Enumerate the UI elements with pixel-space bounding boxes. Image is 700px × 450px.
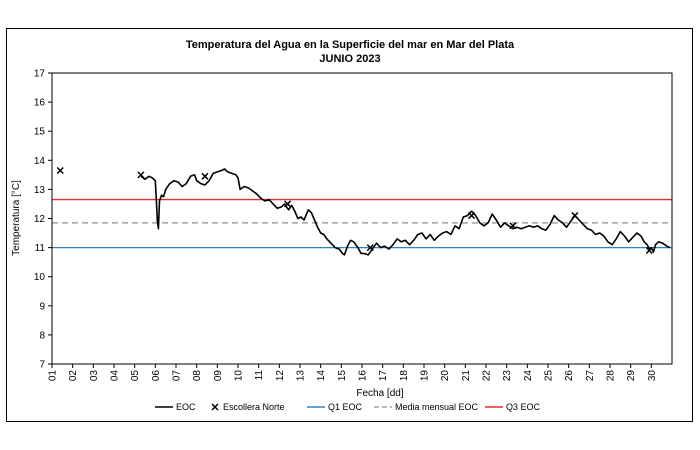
y-tick-label: 15 <box>34 127 46 138</box>
legend-item: Media mensual EOC <box>374 402 479 412</box>
x-tick-label: 03 <box>89 370 100 382</box>
escollera-norte-point <box>137 171 145 179</box>
x-tick-label: 12 <box>275 370 286 382</box>
legend-label: Q3 EOC <box>506 402 541 412</box>
legend-item: Escollera Norte <box>211 402 285 412</box>
y-tick-label: 11 <box>35 243 46 254</box>
x-tick-label: 09 <box>213 370 224 382</box>
y-tick-label: 17 <box>34 69 46 80</box>
x-tick-label: 30 <box>647 370 658 382</box>
x-tick-label: 20 <box>440 370 451 382</box>
legend-item: EOC <box>155 402 196 412</box>
x-tick-label: 25 <box>544 370 555 382</box>
x-tick-label: 13 <box>296 370 307 382</box>
series-line-eoc <box>140 168 671 256</box>
x-tick-label: 06 <box>151 370 162 382</box>
x-tick-label: 07 <box>172 370 183 382</box>
x-tick-label: 19 <box>420 370 431 382</box>
x-tick-label: 04 <box>110 370 121 382</box>
chart-subtitle: JUNIO 2023 <box>319 53 380 65</box>
y-axis-label: Temperatura [°C] <box>11 180 22 256</box>
x-tick-label: 16 <box>358 370 369 382</box>
x-tick-label: 02 <box>68 370 79 382</box>
x-tick-label: 22 <box>482 370 493 382</box>
y-tick-label: 9 <box>39 301 45 312</box>
escollera-norte-point <box>509 222 517 230</box>
escollera-norte-point <box>284 200 292 208</box>
legend-label: EOC <box>176 402 196 412</box>
chart-title: Temperatura del Agua en la Superficie de… <box>186 39 515 51</box>
reference-lines <box>52 198 672 249</box>
y-tick-label: 13 <box>34 185 46 196</box>
x-tick-label: 17 <box>378 370 389 382</box>
marker-layer <box>56 166 653 255</box>
escollera-norte-point <box>645 246 653 255</box>
x-tick-label: 27 <box>585 370 596 382</box>
x-tick-label: 26 <box>564 370 575 382</box>
y-tick-label: 16 <box>34 98 46 109</box>
legend-label: Escollera Norte <box>223 402 285 412</box>
plot-area <box>51 72 673 365</box>
x-tick-label: 18 <box>399 370 410 382</box>
x-tick-label: 08 <box>192 370 203 382</box>
escollera-norte-point <box>366 244 374 252</box>
escollera-norte-point <box>468 212 476 220</box>
x-axis: 01 02 03 04 05 06 07 08 09 10 11 12 13 14 15 16 17 18 19 20… <box>48 364 658 381</box>
y-tick-label: 7 <box>39 360 45 371</box>
x-tick-label: 14 <box>316 370 327 382</box>
legend-item: Q1 EOC <box>307 402 363 412</box>
x-tick-label: 11 <box>254 370 265 381</box>
y-tick-label: 10 <box>34 272 46 283</box>
x-tick-label: 15 <box>337 370 348 382</box>
y-tick-label: 14 <box>34 156 46 167</box>
legend-item: Q3 EOC <box>485 402 541 412</box>
legend-swatch <box>211 403 219 411</box>
legend: EOC Escollera Norte Q1 EOC Media mensual EO… <box>155 402 541 412</box>
y-tick-label: 12 <box>34 214 46 225</box>
escollera-norte-point <box>201 172 209 180</box>
x-tick-label: 24 <box>523 370 534 382</box>
chart-frame <box>6 28 693 422</box>
y-tick-label: 8 <box>39 330 45 341</box>
x-tick-label: 01 <box>48 370 59 382</box>
x-tick-label: 29 <box>626 370 637 382</box>
x-tick-label: 28 <box>606 370 617 382</box>
legend-label: Media mensual EOC <box>395 402 479 412</box>
escollera-norte-point <box>571 212 579 220</box>
x-axis-label: Fecha [dd] <box>356 388 403 399</box>
x-tick-label: 05 <box>130 370 141 382</box>
series-layer <box>140 168 671 256</box>
legend-label: Q1 EOC <box>328 402 363 412</box>
escollera-norte-point <box>56 166 64 175</box>
x-tick-label: 10 <box>234 370 245 382</box>
y-axis: 7 8 9 10 11 12 13 14 15 16 17 <box>34 69 52 371</box>
x-tick-label: 21 <box>461 370 472 382</box>
x-tick-label: 23 <box>502 370 513 382</box>
